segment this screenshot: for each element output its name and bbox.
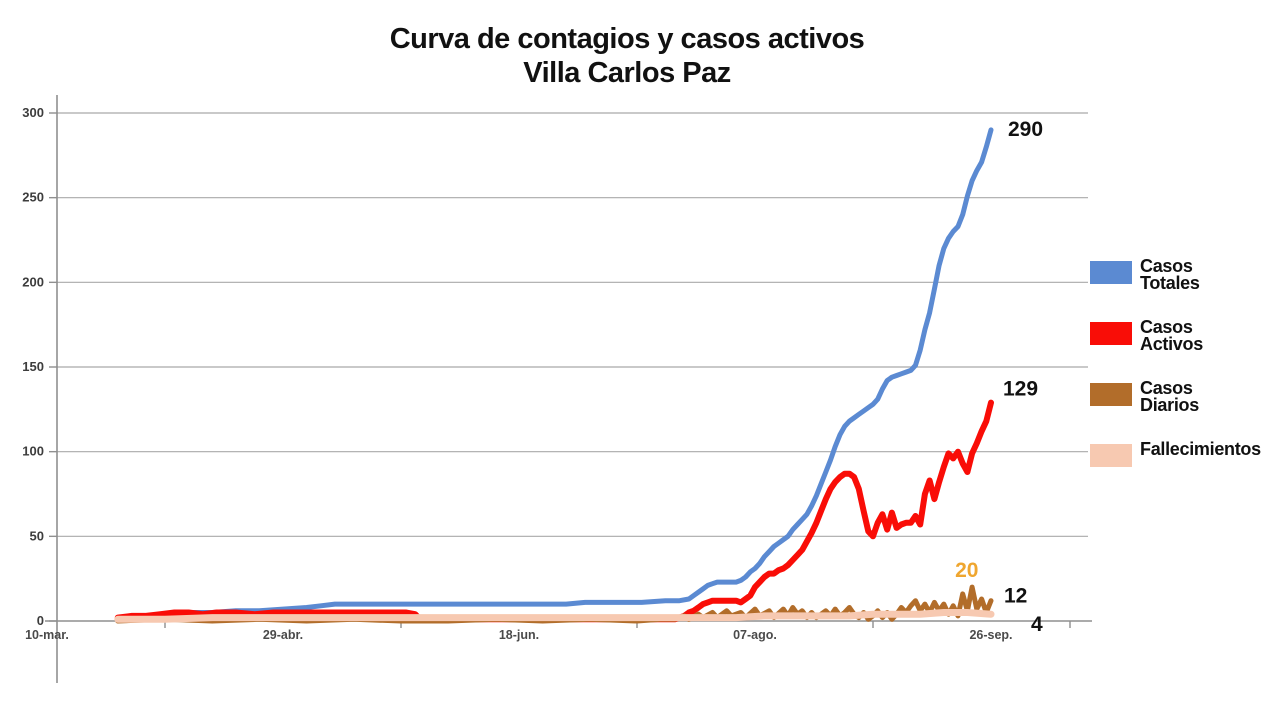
legend-item-casos-totales: Casos Totales [1090, 256, 1275, 293]
chart-title: Curva de contagios y casos activos Villa… [0, 22, 1254, 90]
y-axis-tick-label: 200 [22, 274, 44, 289]
legend-label-casos-diarios: Casos Diarios [1140, 378, 1199, 415]
legend-swatch-casos-totales [1090, 261, 1132, 284]
end-value-label-fallecimientos: 4 [1031, 613, 1043, 636]
end-value-label-casos-activos: 129 [1003, 378, 1038, 401]
series-line-fallecimientos [114, 609, 995, 623]
series-line-casos-totales [115, 127, 994, 621]
legend-swatch-fallecimientos [1090, 444, 1132, 467]
peak-value-label: 20 [955, 559, 978, 582]
series-line-casos-activos [114, 399, 994, 623]
legend-label-fallecimientos: Fallecimientos [1140, 439, 1261, 459]
legend-label-casos-totales: Casos Totales [1140, 256, 1200, 293]
y-axis-tick-label: 300 [22, 105, 44, 120]
x-axis-tick-label: 10-mar. [25, 628, 69, 642]
x-axis-tick-label: 07-ago. [733, 628, 777, 642]
legend-item-fallecimientos: Fallecimientos [1090, 439, 1275, 467]
y-axis-tick-label: 150 [22, 359, 44, 374]
y-axis-tick-label: 0 [37, 613, 44, 628]
chart-title-line1: Curva de contagios y casos activos [389, 23, 865, 55]
end-value-label-casos-totales: 290 [1008, 118, 1043, 141]
legend-swatch-casos-diarios [1090, 383, 1132, 406]
end-value-label-casos-diarios: 12 [1004, 585, 1027, 608]
chart-title-line2: Villa Carlos Paz [523, 57, 731, 89]
x-axis-tick-label: 29-abr. [263, 628, 303, 642]
y-axis-tick-label: 100 [22, 444, 44, 459]
legend-swatch-casos-activos [1090, 322, 1132, 345]
x-axis-tick-label: 18-jun. [499, 628, 539, 642]
y-axis-tick-label: 50 [30, 528, 44, 543]
legend-item-casos-diarios: Casos Diarios [1090, 378, 1275, 415]
legend-label-casos-activos: Casos Activos [1140, 317, 1203, 354]
y-axis-tick-label: 250 [22, 190, 44, 205]
x-axis-tick-label: 26-sep. [969, 628, 1012, 642]
chart-legend: Casos Totales Casos Activos Casos Diarios Fall… [1090, 256, 1275, 494]
legend-item-casos-activos: Casos Activos [1090, 317, 1275, 354]
